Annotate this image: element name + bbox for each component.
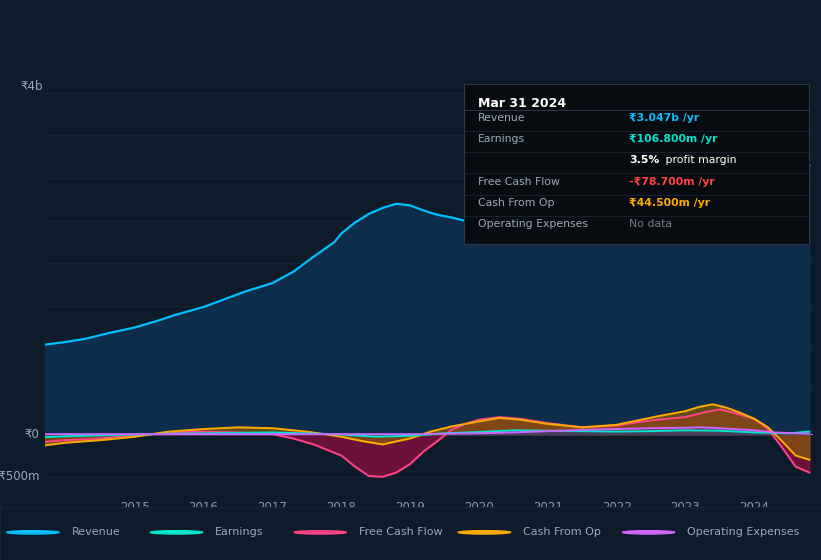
Text: Cash From Op: Cash From Op [523,528,601,538]
Text: ₹3.047b /yr: ₹3.047b /yr [630,113,699,123]
Text: Free Cash Flow: Free Cash Flow [478,176,560,186]
Text: profit margin: profit margin [662,155,736,165]
Text: 3.5%: 3.5% [630,155,660,165]
Text: ₹4b: ₹4b [21,80,43,93]
Text: ₹44.500m /yr: ₹44.500m /yr [630,198,710,208]
Text: Free Cash Flow: Free Cash Flow [359,528,443,538]
Circle shape [458,531,511,534]
Text: ₹106.800m /yr: ₹106.800m /yr [630,134,718,144]
Circle shape [150,531,203,534]
Text: Earnings: Earnings [215,528,264,538]
Text: Cash From Op: Cash From Op [478,198,554,208]
Text: -₹500m: -₹500m [0,470,39,483]
Text: No data: No data [630,219,672,229]
Text: ₹0: ₹0 [25,428,39,441]
Text: Operating Expenses: Operating Expenses [478,219,588,229]
Text: Operating Expenses: Operating Expenses [687,528,800,538]
Text: Revenue: Revenue [71,528,120,538]
Circle shape [7,531,59,534]
Text: Mar 31 2024: Mar 31 2024 [478,97,566,110]
Circle shape [294,531,346,534]
Text: Revenue: Revenue [478,113,525,123]
Text: Earnings: Earnings [478,134,525,144]
Text: -₹78.700m /yr: -₹78.700m /yr [630,176,715,186]
Circle shape [622,531,675,534]
